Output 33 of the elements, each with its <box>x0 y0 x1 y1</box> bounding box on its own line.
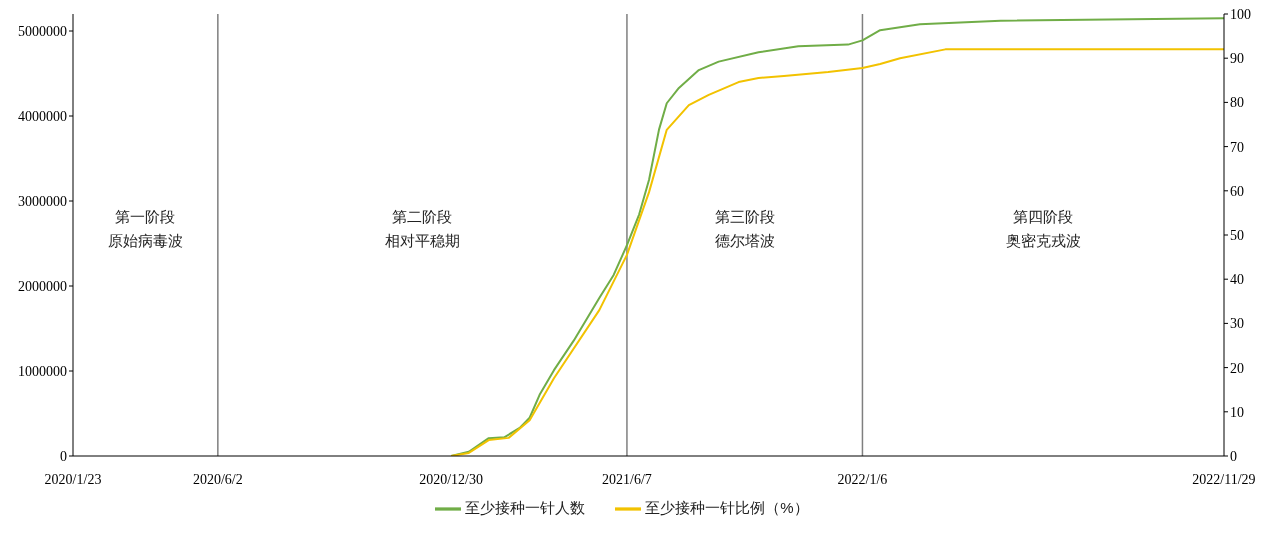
y2-tick-label: 60 <box>1230 183 1244 199</box>
y2-tick-label: 40 <box>1230 272 1244 288</box>
y2-tick-label: 70 <box>1230 139 1244 155</box>
x-tick-label: 2020/6/2 <box>192 471 243 487</box>
x-tick-label: 2022/1/6 <box>837 471 888 487</box>
y-tick-label: 3000000 <box>18 193 67 209</box>
y2-tick-label: 100 <box>1230 6 1251 22</box>
legend-label: 至少接种一针比例（%） <box>645 498 809 516</box>
x-tick-label: 2020/12/30 <box>419 471 484 487</box>
annotation: 第四阶段 <box>1013 207 1074 225</box>
legend-label: 至少接种一针人数 <box>465 498 586 516</box>
annotation: 第三阶段 <box>714 207 775 225</box>
annotation: 相对平稳期 <box>384 231 460 249</box>
y-tick-label: 2000000 <box>18 278 67 294</box>
y2-tick-label: 80 <box>1230 95 1244 111</box>
y2-tick-label: 90 <box>1230 51 1244 67</box>
x-tick-label: 2022/11/29 <box>1192 471 1256 487</box>
y-tick-label: 0 <box>60 448 67 464</box>
y-tick-label: 1000000 <box>18 363 67 379</box>
y2-tick-label: 30 <box>1230 316 1244 332</box>
y2-tick-label: 20 <box>1230 360 1244 376</box>
annotation: 第一阶段 <box>115 207 176 225</box>
x-tick-label: 2020/1/23 <box>44 471 102 487</box>
annotation: 奥密克戎波 <box>1005 231 1081 249</box>
y2-tick-label: 50 <box>1230 227 1244 243</box>
annotation: 德尔塔波 <box>714 231 775 249</box>
x-tick-label: 2021/6/7 <box>602 471 652 487</box>
annotation: 第二阶段 <box>392 207 453 225</box>
y-tick-label: 5000000 <box>18 23 67 39</box>
annotation: 原始病毒波 <box>107 231 183 249</box>
y-tick-label: 4000000 <box>18 108 67 124</box>
y2-tick-label: 0 <box>1230 448 1237 464</box>
y2-tick-label: 10 <box>1230 404 1244 420</box>
